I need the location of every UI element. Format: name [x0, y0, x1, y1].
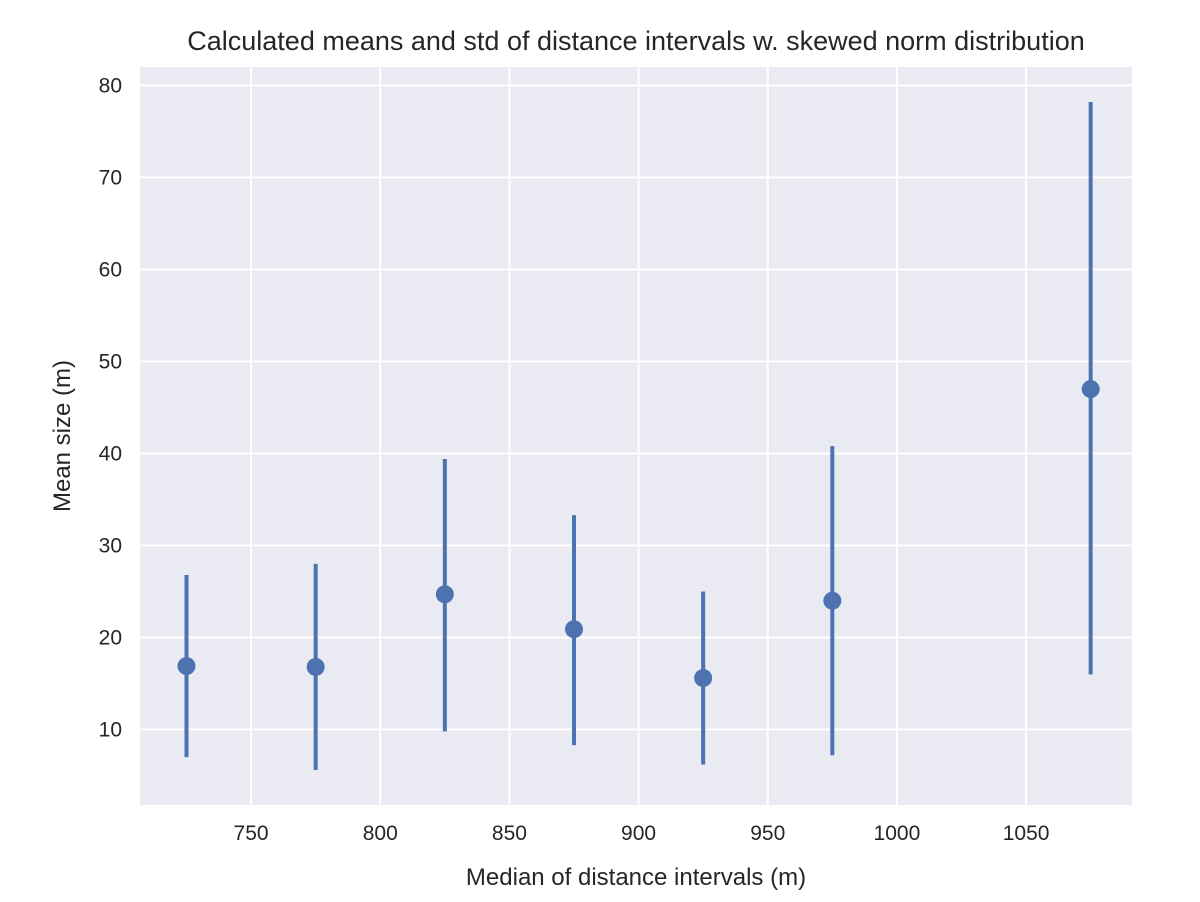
data-point	[565, 620, 583, 639]
data-point	[435, 585, 454, 604]
x-tick-label: 1050	[1003, 822, 1050, 845]
plot-background	[140, 67, 1132, 805]
y-tick-labels: 10 20 30 40 50 60 70 80	[99, 74, 122, 741]
data-point	[694, 669, 713, 688]
data-point	[306, 657, 325, 676]
y-axis-label: Mean size (m)	[49, 360, 76, 512]
x-tick-labels: 750 800 850 900 950 1000 1050	[234, 822, 1050, 845]
grid-lines	[140, 67, 1132, 805]
data-point	[1081, 380, 1100, 399]
x-tick-label: 900	[621, 822, 656, 845]
data-marks	[177, 101, 1100, 771]
y-tick-label: 80	[99, 74, 122, 97]
y-tick-label: 40	[99, 442, 122, 465]
y-tick-label: 30	[99, 535, 122, 558]
x-tick-label: 750	[234, 822, 269, 845]
y-tick-label: 20	[99, 627, 122, 650]
y-tick-label: 60	[99, 258, 122, 281]
x-tick-label: 950	[750, 822, 785, 845]
x-axis-label: Median of distance intervals (m)	[466, 864, 806, 891]
y-tick-label: 50	[99, 350, 122, 373]
x-tick-label: 1000	[874, 822, 921, 845]
chart-title: Calculated means and std of distance int…	[187, 26, 1084, 56]
data-point	[177, 657, 196, 676]
y-tick-label: 70	[99, 166, 122, 189]
x-tick-label: 800	[363, 822, 398, 845]
data-point	[823, 591, 842, 610]
y-tick-label: 10	[99, 719, 122, 742]
x-tick-label: 850	[492, 822, 527, 845]
